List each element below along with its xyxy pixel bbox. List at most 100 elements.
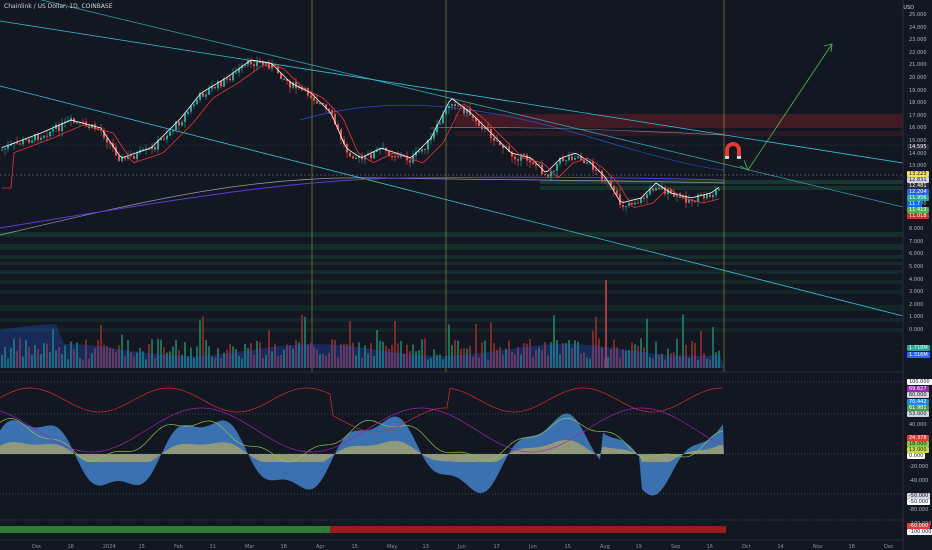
candle-body: [577, 156, 579, 158]
volume-bar: [145, 359, 147, 368]
volume-bar: [268, 329, 270, 368]
short-ma-line: [1, 59, 720, 203]
volume-bar: [172, 346, 174, 368]
volume-bar: [454, 339, 456, 368]
candle-body: [454, 104, 456, 107]
candle-body: [391, 156, 393, 158]
volume-bar: [514, 354, 516, 368]
volume-bar: [103, 344, 105, 368]
volume-bar: [613, 339, 615, 368]
price-axis-tick: 7.000: [909, 238, 924, 245]
candle-body: [424, 148, 426, 150]
candle-body: [130, 155, 132, 157]
candle-body: [643, 197, 645, 199]
candle-body: [118, 155, 120, 161]
volume-bar: [217, 348, 219, 368]
symbol-header[interactable]: Chainlink / US Dollar, 1D, COINBASE: [4, 3, 113, 10]
candle-body: [622, 205, 624, 207]
candle-body: [544, 174, 546, 176]
volume-bar: [490, 322, 492, 368]
volume-bar: [619, 357, 621, 368]
candle-body: [25, 139, 27, 141]
currency-label[interactable]: USD: [903, 5, 914, 11]
volume-bar: [568, 340, 570, 368]
volume-bar: [298, 342, 300, 368]
candle-body: [619, 194, 621, 206]
osc-tag: -50.000: [907, 493, 931, 499]
candle-body: [625, 206, 627, 208]
candle-body: [253, 64, 255, 67]
volume-bar: [682, 314, 684, 368]
osc-tag: 100.000: [907, 379, 932, 385]
volume-bar: [181, 354, 183, 368]
volume-bar: [178, 350, 180, 368]
volume-bar: [532, 356, 534, 368]
candle-body: [91, 124, 93, 128]
volume-bar: [487, 359, 489, 368]
candle-body: [661, 187, 663, 190]
candle-body: [52, 128, 54, 132]
volume-bar: [658, 354, 660, 368]
candle-body: [634, 202, 636, 205]
candle-body: [328, 108, 330, 111]
candle-body: [433, 132, 435, 139]
volume-bar: [331, 339, 333, 368]
volume-bar: [250, 343, 252, 368]
candle-body: [97, 129, 99, 131]
date-tick: 18: [67, 544, 74, 550]
candle-body: [580, 156, 582, 160]
candle-body: [646, 194, 648, 198]
volume-bar: [274, 343, 276, 368]
candle-body: [655, 187, 657, 191]
candle-body: [184, 113, 186, 122]
price-tag: 12.204: [907, 189, 929, 195]
candle-body: [520, 153, 522, 161]
candle-body: [457, 105, 459, 107]
volume-bar: [376, 329, 378, 368]
candle-body: [313, 97, 315, 101]
candle-body: [157, 140, 159, 150]
candle-body: [532, 162, 534, 164]
candle-body: [514, 156, 516, 160]
candle-body: [421, 148, 423, 152]
volume-bar: [352, 342, 354, 368]
magnet-icon[interactable]: [725, 142, 741, 159]
volume-bar: [28, 346, 30, 368]
candle-body: [196, 99, 198, 105]
candle-body: [349, 152, 351, 157]
candle-body: [409, 160, 411, 163]
candle-body: [37, 133, 39, 140]
volume-bar: [13, 338, 15, 368]
candle-body: [169, 131, 171, 136]
candle-body: [505, 146, 507, 149]
volume-bar: [544, 341, 546, 368]
volume-bar: [316, 349, 318, 368]
volume-bar: [460, 348, 462, 368]
candle-body: [718, 188, 720, 191]
date-tick: 14: [777, 544, 784, 550]
volume-bar: [589, 358, 591, 368]
candle-body: [694, 201, 696, 203]
candle-body: [337, 124, 339, 130]
volume-bar: [598, 338, 600, 368]
volume-bar: [136, 352, 138, 368]
price-axis-tick: 8.000: [909, 226, 924, 233]
volume-bar: [631, 342, 633, 368]
candle-body: [352, 156, 354, 159]
candle-body: [478, 121, 480, 127]
date-tick: Oct: [742, 544, 751, 550]
candle-body: [301, 86, 303, 90]
price-axis-tick: 25.000: [909, 12, 927, 18]
price-axis-tick: 21.000: [909, 62, 927, 69]
candle-body: [31, 140, 33, 143]
volume-bar: [76, 342, 78, 368]
candle-body: [103, 129, 105, 138]
candle-body: [427, 139, 429, 150]
candle-body: [406, 156, 408, 161]
volume-bar: [349, 320, 351, 368]
volume-bar: [40, 354, 42, 368]
price-axis-tick: 19.000: [909, 87, 927, 94]
volume-bar: [118, 345, 120, 368]
